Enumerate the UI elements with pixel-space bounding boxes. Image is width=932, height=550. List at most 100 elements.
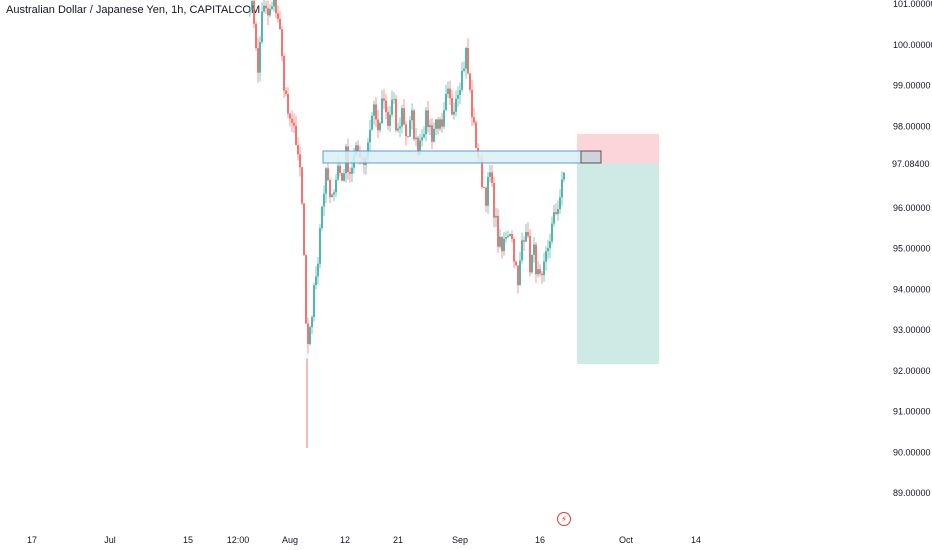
price-tick-label: 98.00000	[893, 121, 931, 131]
candle	[447, 88, 449, 94]
candle	[295, 125, 297, 146]
candle	[453, 111, 455, 115]
candle	[257, 47, 259, 73]
candle	[289, 113, 291, 119]
candle	[263, 5, 265, 12]
candle	[273, 0, 275, 7]
candle	[259, 42, 261, 73]
candle	[343, 173, 345, 181]
time-tick-label: Jul	[104, 535, 116, 545]
candle	[435, 119, 437, 129]
candle	[539, 269, 541, 274]
price-tick-label: 90.00000	[893, 447, 931, 457]
candle	[405, 124, 407, 137]
candle	[305, 255, 307, 324]
current-price-label: 97.08400	[892, 156, 932, 172]
candle	[499, 236, 501, 247]
price-tick-label: 101.00000	[893, 0, 932, 9]
candle	[313, 285, 315, 318]
candle	[331, 194, 333, 197]
candle	[357, 145, 359, 153]
candle	[449, 88, 451, 99]
price-tick-label: 89.00000	[893, 488, 931, 498]
candle	[283, 55, 285, 91]
candle	[391, 99, 393, 115]
candle	[355, 145, 357, 155]
candle	[317, 263, 319, 277]
candle	[443, 110, 445, 127]
time-tick-label: 21	[393, 535, 403, 545]
candle	[515, 261, 517, 266]
time-axis[interactable]: 17 Jul 15 12:00 Aug 12 21 Sep 16 Oct 14	[27, 535, 701, 545]
candle	[395, 98, 397, 131]
candle	[507, 235, 509, 237]
resistance-zone[interactable]	[322, 150, 602, 164]
candle	[423, 134, 425, 138]
candle	[553, 212, 555, 224]
candle	[493, 182, 495, 218]
candle	[437, 119, 439, 129]
candle	[341, 172, 343, 181]
candle	[529, 235, 531, 273]
candle	[473, 117, 475, 123]
candle	[511, 234, 513, 240]
candle	[337, 165, 339, 180]
candle	[461, 70, 463, 90]
time-tick-label: 16	[535, 535, 545, 545]
candle	[251, 1, 253, 11]
candle	[407, 136, 409, 138]
candle	[393, 98, 395, 100]
candle	[333, 192, 335, 195]
candle	[329, 180, 331, 197]
candle	[429, 125, 431, 128]
candle	[551, 223, 553, 242]
candle	[469, 73, 471, 90]
candle	[535, 244, 537, 275]
lightning-bolt-icon[interactable]: ⚡	[557, 512, 571, 526]
time-tick-label: 14	[691, 535, 701, 545]
candle	[265, 5, 267, 9]
candle	[483, 187, 485, 188]
price-axis[interactable]: 101.00000100.0000099.0000098.0000097.000…	[893, 0, 932, 498]
candle	[401, 108, 403, 127]
time-tick-label: 12:00	[227, 535, 250, 545]
candle	[467, 47, 469, 74]
time-tick-label: Aug	[282, 535, 298, 545]
price-tick-label: 94.00000	[893, 284, 931, 294]
candle	[421, 137, 423, 141]
resistance-zone-handle[interactable]	[580, 150, 602, 164]
candle	[525, 231, 527, 242]
candle	[489, 172, 491, 177]
candle	[379, 123, 381, 131]
take-profit-zone[interactable]	[577, 163, 659, 364]
candle	[271, 6, 273, 9]
candle	[485, 187, 487, 206]
candle	[323, 193, 325, 207]
candle	[383, 98, 385, 101]
candle	[541, 273, 543, 276]
candle	[339, 165, 341, 173]
candle	[269, 8, 271, 16]
candle	[451, 98, 453, 115]
candle	[319, 228, 321, 264]
candle	[457, 94, 459, 99]
candle	[481, 158, 483, 188]
time-tick-label: Oct	[619, 535, 634, 545]
candle	[505, 236, 507, 239]
candle	[441, 119, 443, 127]
candle	[419, 140, 421, 156]
time-tick-label: 12	[340, 535, 350, 545]
price-tick-label: 100.00000	[893, 40, 932, 50]
candle	[397, 128, 399, 131]
candle	[459, 89, 461, 95]
price-tick-label: 91.00000	[893, 407, 931, 417]
candle	[509, 234, 511, 236]
candle	[335, 179, 337, 193]
candle	[301, 167, 303, 204]
candle	[487, 176, 489, 206]
candle	[543, 261, 545, 276]
chart-title: Australian Dollar / Japanese Yen, 1h, CA…	[6, 4, 261, 16]
candle	[559, 197, 561, 210]
candle	[249, 10, 251, 11]
